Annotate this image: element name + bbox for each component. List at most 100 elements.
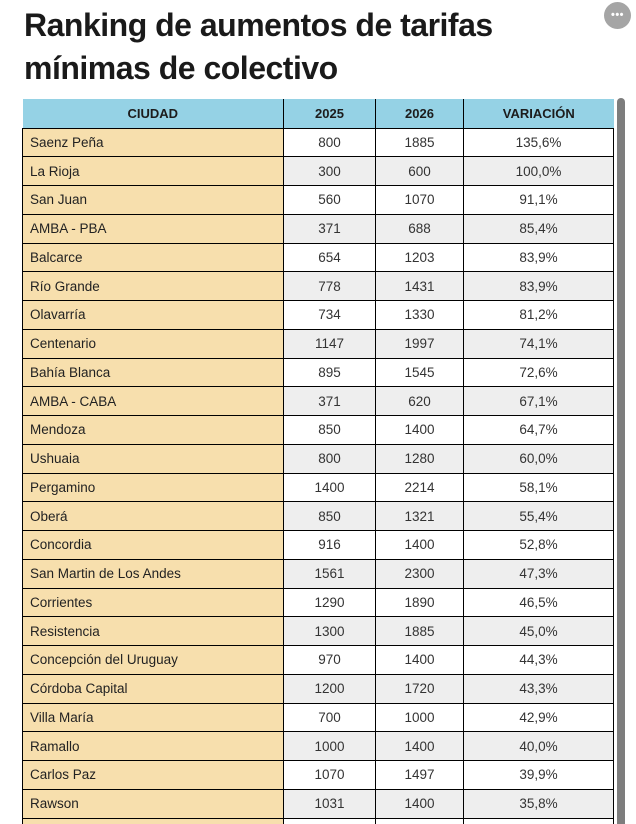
value-cell: 1885 — [375, 127, 464, 158]
more-options-button[interactable]: ••• — [604, 2, 631, 29]
scrollbar-thumb[interactable] — [617, 98, 625, 824]
city-cell: Olavarría — [22, 300, 284, 330]
value-cell: 1545 — [375, 357, 464, 388]
value-cell: 81,2% — [463, 300, 614, 330]
value-cell: 1330 — [375, 300, 464, 330]
value-cell: 850 — [283, 415, 376, 445]
column-header-ciudad: CIUDAD — [22, 99, 284, 129]
value-cell: 1400 — [375, 415, 464, 445]
value-cell: 46,5% — [463, 587, 614, 618]
value-cell: 1431 — [375, 271, 464, 301]
value-cell: 1070 — [375, 185, 464, 215]
value-cell: 2300 — [375, 558, 464, 589]
value-cell: 700 — [283, 702, 376, 733]
city-cell: Ushuaia — [22, 443, 284, 474]
city-cell: Ramallo — [22, 731, 284, 761]
value-cell: 620 — [375, 386, 464, 416]
value-cell: 83,9% — [463, 271, 614, 301]
city-cell: La Rioja — [22, 156, 284, 186]
city-cell: Oberá — [22, 501, 284, 531]
value-cell: 916 — [283, 530, 376, 560]
value-cell: 1497 — [375, 760, 464, 790]
table-row: San Martin de Los Andes 1561 2300 47,3% — [22, 558, 614, 589]
value-cell: 1000 — [375, 702, 464, 733]
value-cell: 2214 — [375, 472, 464, 503]
value-cell: 74,1% — [463, 328, 614, 359]
table-row: Rawson 1031 1400 35,8% — [22, 788, 614, 819]
value-cell: 560 — [283, 185, 376, 215]
table-row: Centenario 1147 1997 74,1% — [22, 328, 614, 359]
city-cell: Carlos Paz — [22, 760, 284, 790]
column-header-variacion: VARIACIÓN — [463, 99, 614, 129]
value-cell: 300 — [283, 156, 376, 186]
value-cell: 1321 — [375, 501, 464, 531]
value-cell: 778 — [283, 271, 376, 301]
value-cell: 67,1% — [463, 386, 614, 416]
value-cell: 1000 — [283, 731, 376, 761]
value-cell: 371 — [283, 213, 376, 244]
city-cell: Río Grande — [22, 271, 284, 301]
city-cell: Pergamino — [22, 472, 284, 503]
table-row: Mendoza 850 1400 64,7% — [22, 415, 614, 445]
city-cell: Villa María — [22, 702, 284, 733]
value-cell: 45,0% — [463, 616, 614, 646]
value-cell: 1400 — [375, 530, 464, 560]
city-cell: Concordia — [22, 530, 284, 560]
value-cell: 83,9% — [463, 242, 614, 273]
table-row: Oberá 850 1321 55,4% — [22, 501, 614, 531]
value-cell: 1300 — [283, 616, 376, 646]
value-cell: 654 — [283, 242, 376, 273]
value-cell: 58,1% — [463, 472, 614, 503]
value-cell: 64,7% — [463, 415, 614, 445]
value-cell: 1890 — [375, 587, 464, 618]
value-cell: 42,9% — [463, 702, 614, 733]
table-row: Concepción del Uruguay 970 1400 44,3% — [22, 645, 614, 675]
value-cell: 135,6% — [463, 127, 614, 158]
city-cell: AMBA - CABA — [22, 386, 284, 416]
table-row: Concordia 916 1400 52,8% — [22, 530, 614, 560]
table-row: Corrientes 1290 1890 46,5% — [22, 587, 614, 618]
value-cell: 52,8% — [463, 530, 614, 560]
city-cell: Centenario — [22, 328, 284, 359]
value-cell: 47,3% — [463, 558, 614, 589]
value-cell: 1031 — [283, 788, 376, 819]
value-cell: 1147 — [283, 328, 376, 359]
value-cell: 850 — [283, 501, 376, 531]
city-cell: Balcarce — [22, 242, 284, 273]
city-cell — [22, 817, 284, 824]
city-cell: Corrientes — [22, 587, 284, 618]
table-row: Carlos Paz 1070 1497 39,9% — [22, 760, 614, 790]
ellipsis-icon: ••• — [610, 9, 625, 21]
table-body: Saenz Peña 800 1885 135,6% La Rioja 300 600 100… — [22, 127, 614, 824]
value-cell: 55,4% — [463, 501, 614, 531]
table-row: Córdoba Capital 1200 1720 43,3% — [22, 673, 614, 704]
city-cell: San Juan — [22, 185, 284, 215]
value-cell: 1720 — [375, 673, 464, 704]
table-row: Ushuaia 800 1280 60,0% — [22, 443, 614, 474]
value-cell: 1203 — [375, 242, 464, 273]
table-row: San Juan 560 1070 91,1% — [22, 185, 614, 215]
table-row-partial — [22, 817, 614, 824]
table-row: AMBA - PBA 371 688 85,4% — [22, 213, 614, 244]
value-cell: 100,0% — [463, 156, 614, 186]
column-header-2025: 2025 — [283, 99, 376, 129]
value-cell: 72,6% — [463, 357, 614, 388]
table-row: Villa María 700 1000 42,9% — [22, 702, 614, 733]
column-header-2026: 2026 — [375, 99, 464, 129]
city-cell: AMBA - PBA — [22, 213, 284, 244]
value-cell: 1400 — [375, 731, 464, 761]
table-row: Balcarce 654 1203 83,9% — [22, 242, 614, 273]
city-cell: Bahía Blanca — [22, 357, 284, 388]
value-cell: 1400 — [283, 472, 376, 503]
value-cell: 1400 — [375, 645, 464, 675]
table-row: Resistencia 1300 1885 45,0% — [22, 616, 614, 646]
page-title: Ranking de aumentos de tarifas mínimas d… — [24, 7, 493, 86]
value-cell: 800 — [283, 127, 376, 158]
value-cell: 60,0% — [463, 443, 614, 474]
table-row: Ramallo 1000 1400 40,0% — [22, 731, 614, 761]
tariff-table: CIUDAD 2025 2026 VARIACIÓN Saenz Peña 800… — [22, 99, 614, 824]
value-cell: 688 — [375, 213, 464, 244]
value-cell: 40,0% — [463, 731, 614, 761]
city-cell: Concepción del Uruguay — [22, 645, 284, 675]
value-cell: 895 — [283, 357, 376, 388]
